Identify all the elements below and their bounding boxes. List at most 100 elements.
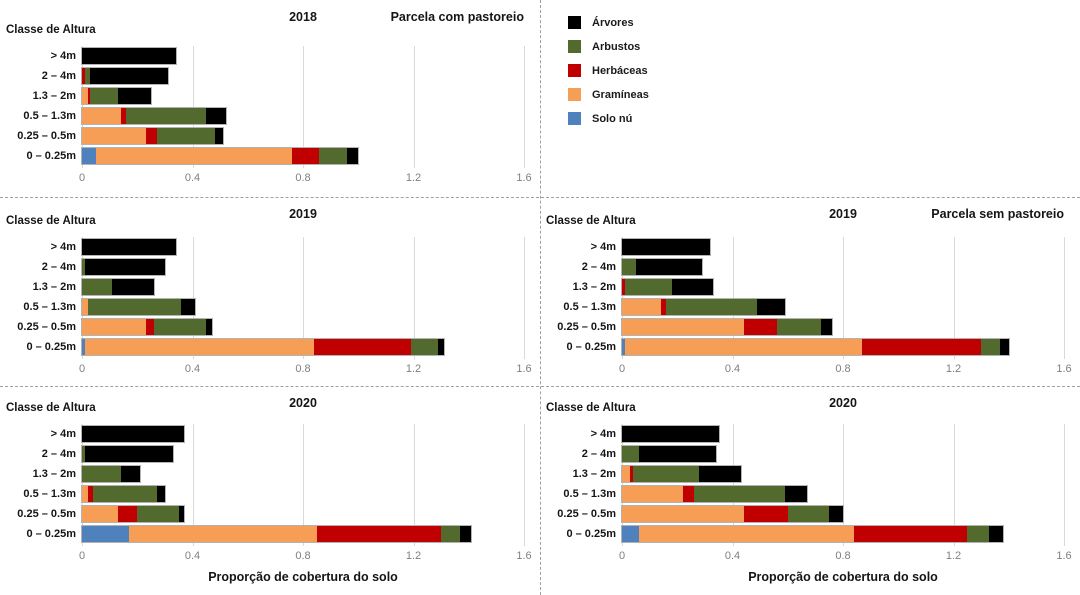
gridline: [1064, 237, 1065, 359]
chart-title: 2019: [289, 207, 317, 221]
y-axis-title: Classe de Altura: [546, 402, 636, 414]
plot-area: > 4m 2 – 4m 1.3 – 2m 0.5 – 1.3m 0.25 – 0.5m 0…: [0, 424, 540, 546]
bar-segment-rvores: [206, 319, 212, 335]
plot-grid: [80, 424, 525, 546]
stacked-bar-row: [81, 485, 166, 503]
x-tick-label: 0.8: [835, 363, 851, 375]
legend-item: Herbáceas: [568, 64, 649, 77]
stacked-bar-row: [621, 298, 786, 316]
gridline: [192, 237, 194, 359]
bar-segment-herbceas: [291, 148, 320, 164]
bar-segment-arbustos: [622, 446, 639, 462]
stacked-bar-row: [620, 525, 1005, 543]
y-category-label: 1.3 – 2m: [32, 90, 76, 102]
bar-segment-rvores: [699, 466, 741, 482]
bar-segment-rvores: [622, 239, 711, 255]
bar-segment-arbustos: [153, 319, 207, 335]
x-tick-label: 1.6: [1056, 550, 1072, 562]
gridline: [303, 46, 304, 168]
bar-segment-gramneas: [622, 299, 661, 315]
y-category-label: > 4m: [50, 50, 76, 62]
x-tick-label: 1.6: [516, 363, 532, 375]
bar-segment-arbustos: [126, 108, 207, 124]
legend-item: Árvores: [568, 16, 649, 29]
y-category-label: 0.5 – 1.3m: [23, 488, 76, 500]
x-axis: 0 0.4 0.8 1.2 1.6: [79, 550, 532, 564]
x-tick-label: 0: [618, 550, 626, 562]
stacked-bar-row: [620, 258, 704, 276]
bar-segment-gramneas: [84, 339, 315, 355]
stacked-bar-row: [80, 505, 186, 523]
bar-segment-arbustos: [84, 68, 91, 84]
bar-segment-rvores: [638, 446, 716, 462]
legend-item: Arbustos: [568, 40, 649, 53]
stacked-bar-row: [80, 525, 473, 543]
bar-segment-arbustos: [156, 128, 215, 144]
x-tick-label: 0.4: [184, 172, 201, 184]
x-tick-label: 1.2: [405, 363, 422, 375]
y-category-label: 1.3 – 2m: [572, 468, 616, 480]
gridline: [843, 237, 844, 359]
gridline: [413, 46, 415, 168]
bar-segment-rvores: [460, 526, 472, 542]
bar-segment-rvores: [117, 88, 151, 104]
stacked-bar-row: [81, 87, 152, 105]
bar-segment-arbustos: [82, 279, 113, 295]
gridline: [843, 424, 844, 546]
x-tick-label: 0.4: [184, 550, 201, 562]
panel-2019-sem-pastoreio: 2019 Parcela sem pastoreio Classe de Altur…: [540, 197, 1080, 386]
plot-area: > 4m 2 – 4m 1.3 – 2m 0.5 – 1.3m 0.25 – 0.5m 0…: [540, 237, 1080, 359]
y-category-label: > 4m: [590, 241, 616, 253]
bar-segment-rvores: [214, 128, 223, 144]
bar-segment-gramneas: [622, 506, 744, 522]
x-tick-label: 1.2: [945, 363, 962, 375]
bar-segment-gramneas: [82, 108, 121, 124]
stacked-bar-row: [621, 318, 833, 336]
bar-segment-arbustos: [633, 466, 700, 482]
bar-segment-rvores: [178, 506, 185, 522]
panel-2020-com-pastoreio: 2020 Classe de Altura > 4m 2 – 4m 1.3 – 2m 0.…: [0, 386, 540, 595]
bar-segment-rvores: [82, 426, 185, 442]
stacked-bar-row: [81, 338, 445, 356]
plot-area: > 4m 2 – 4m 1.3 – 2m 0.5 – 1.3m 0.25 – 0.5m 0…: [0, 237, 540, 359]
stacked-bar-row: [80, 147, 360, 165]
legend-label: Herbáceas: [592, 64, 648, 77]
bar-segment-arbustos: [90, 88, 118, 104]
bar-segment-arbustos: [787, 506, 830, 522]
bar-segment-arbustos: [82, 446, 85, 462]
y-category-label: > 4m: [590, 428, 616, 440]
bar-segment-arbustos: [666, 299, 758, 315]
x-axis-title: Proporção de cobertura do solo: [748, 570, 938, 584]
bar-segment-arbustos: [622, 259, 636, 275]
bar-segment-rvores: [156, 486, 165, 502]
bar-segment-rvores: [82, 239, 176, 255]
stacked-bar-row: [621, 505, 844, 523]
bar-segment-solon: [622, 526, 639, 542]
stacked-bar-row: [80, 425, 186, 443]
x-tick-label: 1.6: [516, 172, 532, 184]
bar-segment-rvores: [829, 506, 843, 522]
gridline: [732, 237, 734, 359]
y-category-label: > 4m: [50, 241, 76, 253]
y-category-label: 0.25 – 0.5m: [557, 321, 616, 333]
y-category-label: 0.25 – 0.5m: [17, 508, 76, 520]
gridline: [413, 237, 415, 359]
plot-grid: [620, 424, 1065, 546]
gridline: [303, 237, 304, 359]
bar-segment-solon: [82, 339, 85, 355]
bar-segment-arbustos: [693, 486, 785, 502]
chart-title: 2019: [829, 207, 857, 221]
bar-segment-gramneas: [82, 319, 146, 335]
bar-segment-herbceas: [316, 526, 442, 542]
bar-segment-arbustos: [624, 279, 672, 295]
stacked-bar-row: [81, 67, 169, 85]
chart-title: 2020: [289, 396, 317, 410]
dashed-divider-horizontal-mid: [0, 386, 1080, 387]
x-tick-label: 0.8: [295, 172, 311, 184]
legend-label: Solo nú: [592, 112, 633, 125]
legend-label: Gramíneas: [592, 88, 649, 101]
y-axis-title: Classe de Altura: [6, 215, 96, 227]
x-tick-label: 1.6: [1056, 363, 1072, 375]
x-tick-label: 0.4: [724, 550, 741, 562]
bar-segment-rvores: [90, 68, 168, 84]
